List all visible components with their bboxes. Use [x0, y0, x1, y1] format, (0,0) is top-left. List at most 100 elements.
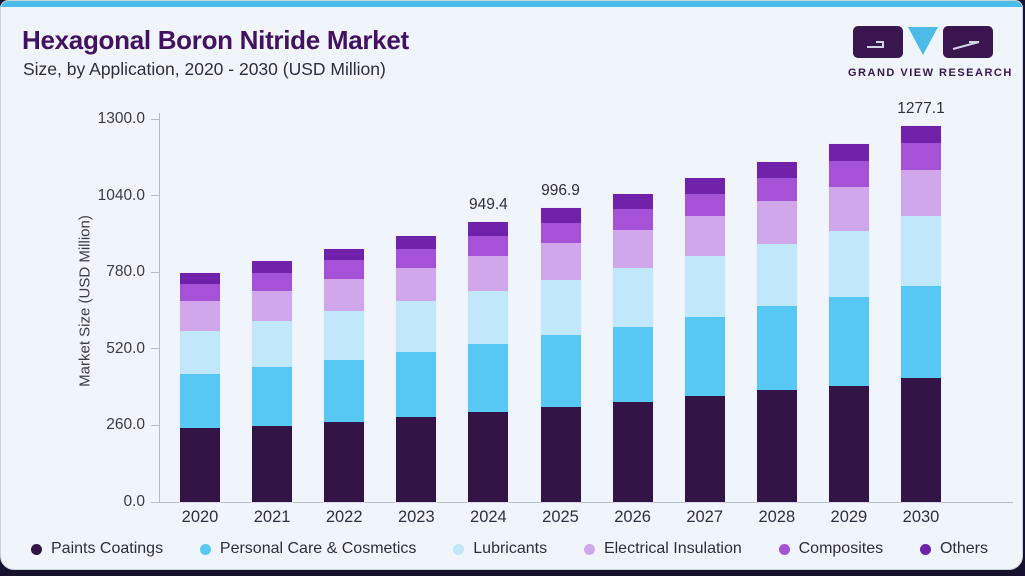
bar-stack-2024 [467, 221, 510, 503]
bar-value-label: 996.9 [541, 182, 580, 200]
y-tick-label: 780.0 [106, 263, 145, 281]
bar-segment [612, 402, 653, 502]
legend: Paints Coatings Personal Care & Cosmetics… [31, 538, 988, 560]
bar-segment [828, 186, 869, 231]
bar-segment [468, 222, 509, 236]
bar-segment [756, 243, 797, 307]
x-tick-label: 2026 [614, 508, 651, 526]
bar-segment [396, 416, 437, 502]
legend-item: Lubricants [453, 540, 547, 558]
bar-segment [540, 208, 581, 223]
x-tick-label: 2023 [397, 508, 435, 526]
bar-segment [901, 169, 941, 217]
page-subtitle: Size, by Application, 2020 - 2030 (USD M… [23, 59, 386, 79]
y-tick-label: 1040.0 [97, 186, 145, 204]
bar-segment [828, 144, 869, 162]
y-tick-mark [151, 348, 159, 350]
bar-value-label: 1277.1 [897, 99, 945, 117]
bar-stack-2023 [395, 235, 438, 503]
bar-segment [828, 297, 869, 386]
brand-name: GRAND VIEW RESEARCH [848, 67, 1013, 79]
x-tick-label: 2025 [542, 508, 579, 526]
bar-segment [324, 310, 365, 360]
x-axis-line [151, 502, 1013, 503]
bar-value-label: 949.4 [468, 196, 508, 214]
legend-label: Composites [798, 540, 884, 557]
y-tick-label: 1300.0 [97, 110, 145, 127]
bar-segment [684, 194, 725, 217]
bar-segment [324, 279, 365, 311]
bar-segment [180, 373, 220, 428]
bar-segment [756, 177, 797, 202]
bar-segment [468, 255, 509, 292]
bar-segment [252, 367, 293, 426]
x-tick-label: 2029 [830, 508, 868, 526]
bar-segment [468, 235, 509, 256]
bar-segment [684, 316, 725, 397]
bar-segment [684, 396, 725, 502]
bar-segment [756, 390, 797, 502]
y-tick-label: 260.0 [106, 416, 145, 434]
bar-stack-2029 [827, 143, 870, 503]
bar-segment [324, 248, 365, 261]
legend-item: Paints Coatings [31, 540, 163, 558]
bar-segment [324, 421, 365, 502]
bar-segment [901, 377, 941, 502]
bar-segment [324, 260, 365, 280]
x-tick-label: 2024 [470, 508, 507, 526]
legend-dot-icon [31, 543, 42, 555]
bar-segment [180, 301, 220, 331]
bar-segment [324, 359, 365, 422]
bar-segment [684, 216, 725, 257]
bar-segment [828, 161, 869, 187]
bar-segment [396, 236, 437, 249]
y-tick-mark [151, 271, 159, 273]
bar-segment [756, 306, 797, 391]
legend-label: Electrical Insulation [603, 540, 742, 557]
bar-stack-2028 [755, 160, 798, 504]
bar-segment [252, 425, 293, 502]
bar-segment [180, 283, 220, 302]
legend-item: Electrical Insulation [583, 540, 742, 558]
bar-segment [901, 142, 941, 170]
bar-stack-2030 [900, 124, 942, 504]
legend-dot-icon [453, 543, 465, 555]
y-tick-mark [151, 118, 159, 120]
bar-segment [396, 267, 437, 302]
bar-stack-2027 [683, 177, 726, 503]
legend-label: Others [939, 540, 988, 557]
bar-segment [396, 248, 437, 268]
legend-dot-icon [199, 543, 211, 555]
bar-segment [540, 406, 581, 502]
legend-label: Personal Care & Cosmetics [219, 540, 417, 557]
page-title: Hexagonal Boron Nitride Market [22, 25, 409, 55]
bar-segment [612, 209, 653, 230]
x-tick-label: 2020 [181, 508, 219, 526]
bar-segment [396, 301, 437, 353]
y-tick-mark [151, 424, 159, 426]
bar-stack-2025 [539, 207, 582, 503]
bar-segment [901, 125, 941, 143]
grand-view-research-logo-icon [853, 26, 993, 58]
bar-segment [540, 223, 581, 243]
legend-label: Lubricants [473, 540, 548, 557]
bar-segment [901, 216, 941, 286]
y-tick-mark [151, 195, 159, 197]
bar-segment [252, 272, 293, 291]
plot-area: 949.4 996.9 1277.1 [159, 100, 1013, 504]
bar-segment [612, 229, 653, 268]
bar-segment [252, 260, 293, 273]
x-tick-label: 2021 [253, 508, 291, 526]
y-axis-line [159, 113, 160, 503]
bar-segment [684, 178, 725, 195]
legend-item: Others [919, 540, 988, 558]
bar-segment [901, 285, 941, 378]
bar-segment [612, 193, 653, 210]
bar-segment [540, 279, 581, 336]
legend-label: Paints Coatings [51, 540, 164, 557]
bar-segment [828, 385, 869, 502]
legend-item: Personal Care & Cosmetics [199, 540, 417, 558]
bar-segment [180, 330, 220, 374]
x-tick-label: 2030 [902, 508, 940, 526]
